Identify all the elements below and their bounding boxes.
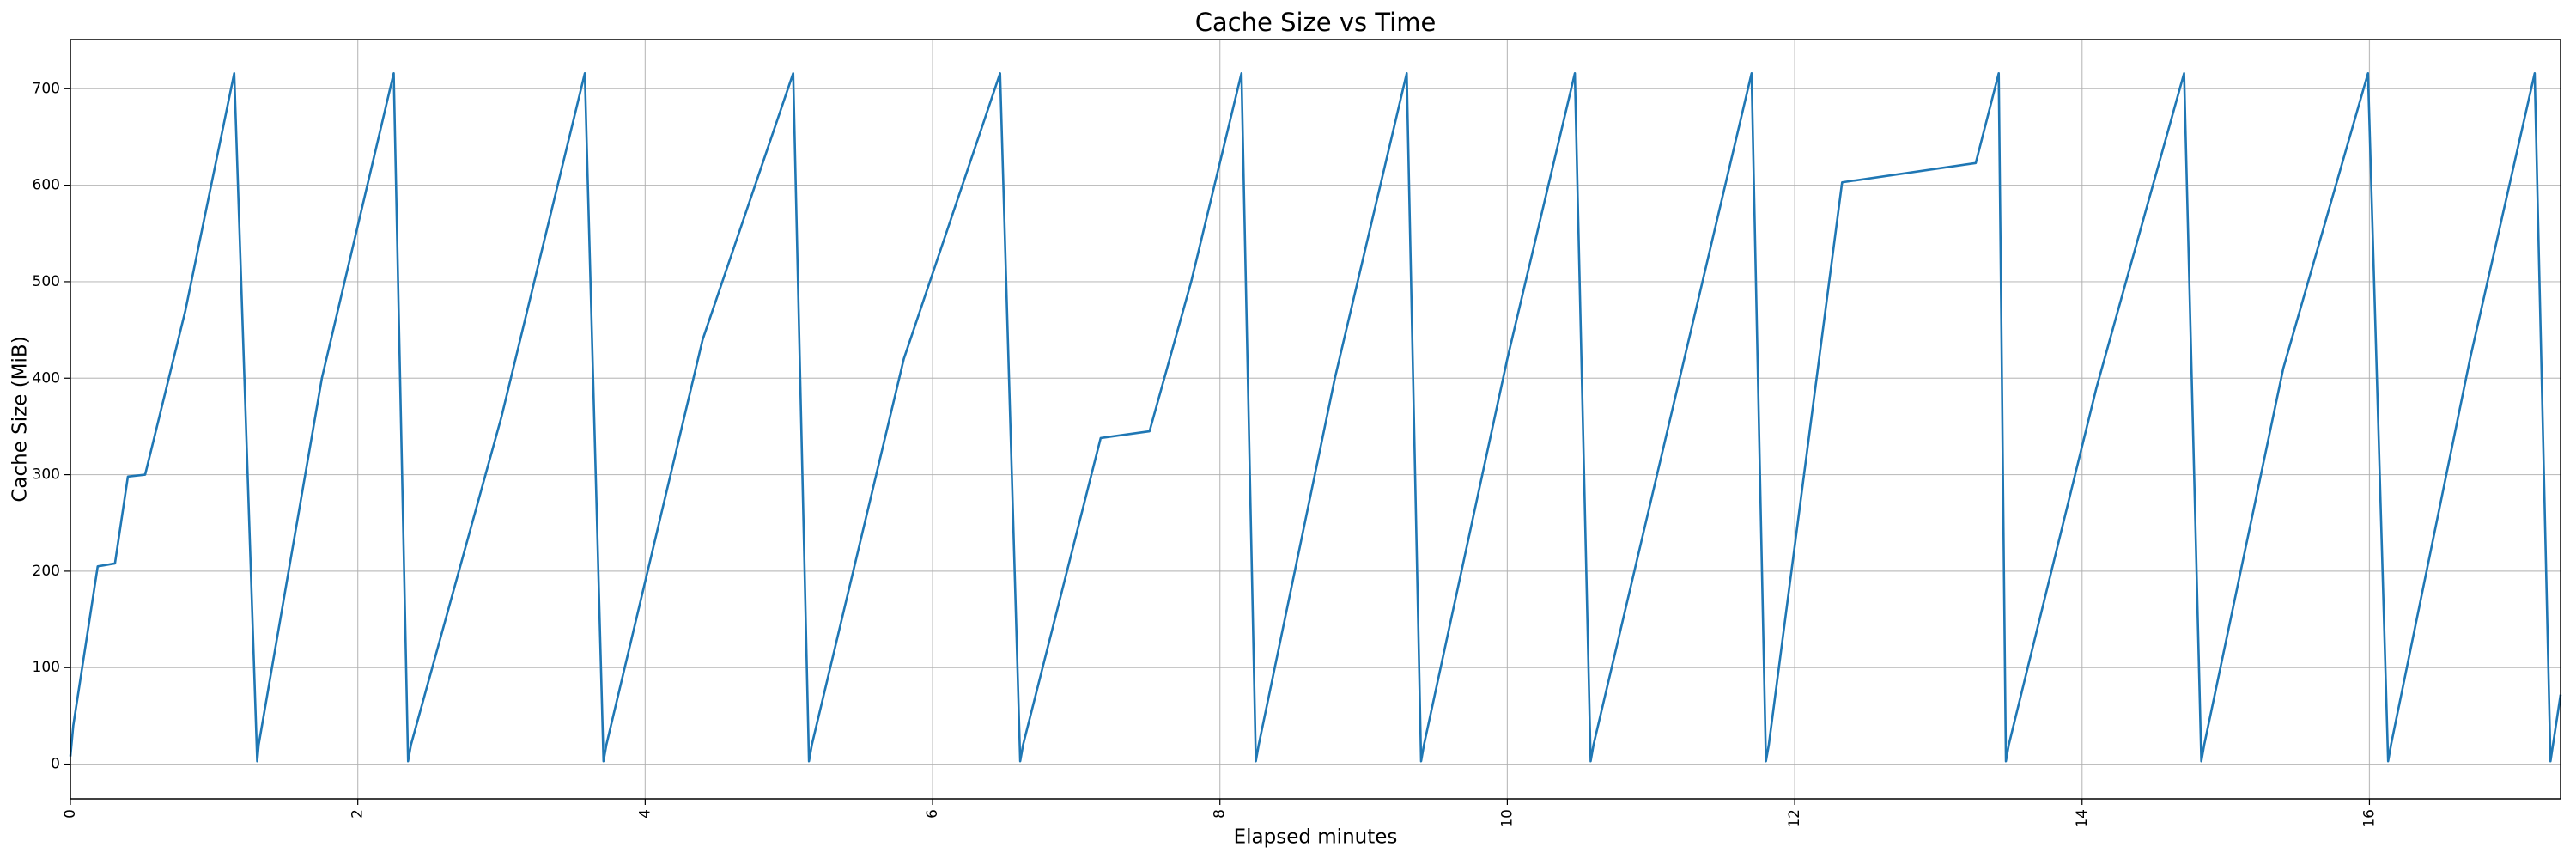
- x-tick-label: 10: [1498, 809, 1516, 828]
- y-tick-label: 300: [33, 466, 60, 484]
- chart-title: Cache Size vs Time: [1195, 8, 1437, 37]
- x-axis-label: Elapsed minutes: [1234, 826, 1398, 849]
- x-tick-label: 8: [1212, 809, 1229, 819]
- x-tick-label: 16: [2360, 809, 2378, 828]
- y-tick-label: 100: [33, 659, 60, 676]
- x-tick-label: 0: [62, 809, 79, 819]
- y-tick-label: 500: [33, 273, 60, 290]
- y-tick-label: 600: [33, 177, 60, 194]
- data-line: [69, 72, 2562, 763]
- y-axis-label: Cache Size (MiB): [9, 336, 32, 502]
- plot-frame: [70, 39, 2561, 800]
- x-tick-label: 2: [349, 809, 367, 819]
- y-tick-label: 0: [51, 756, 60, 773]
- y-tick-label: 200: [33, 563, 60, 580]
- y-tick-label: 400: [33, 369, 60, 387]
- x-tick-label: 12: [1786, 809, 1803, 828]
- x-tick-label: 4: [636, 809, 653, 819]
- x-tick-label: 14: [2074, 809, 2091, 828]
- x-tick-label: 6: [924, 809, 941, 819]
- y-tick-label: 700: [33, 80, 60, 97]
